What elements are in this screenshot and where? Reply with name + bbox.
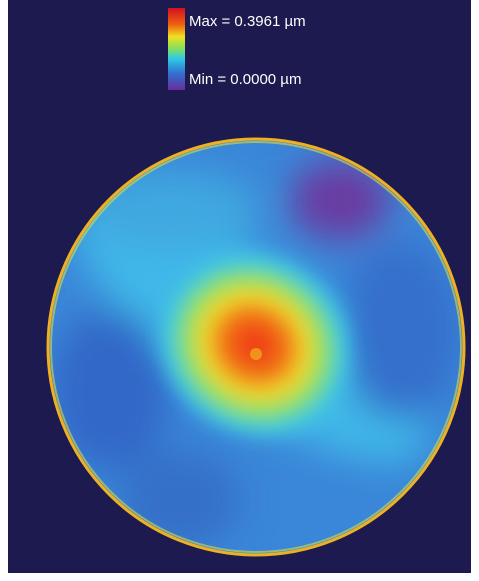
rim	[46, 137, 466, 557]
min-label: Min = 0.0000 µm	[189, 71, 301, 88]
color-bar	[168, 8, 185, 90]
max-label: Max = 0.3961 µm	[189, 13, 306, 30]
rim-inner	[50, 141, 462, 553]
